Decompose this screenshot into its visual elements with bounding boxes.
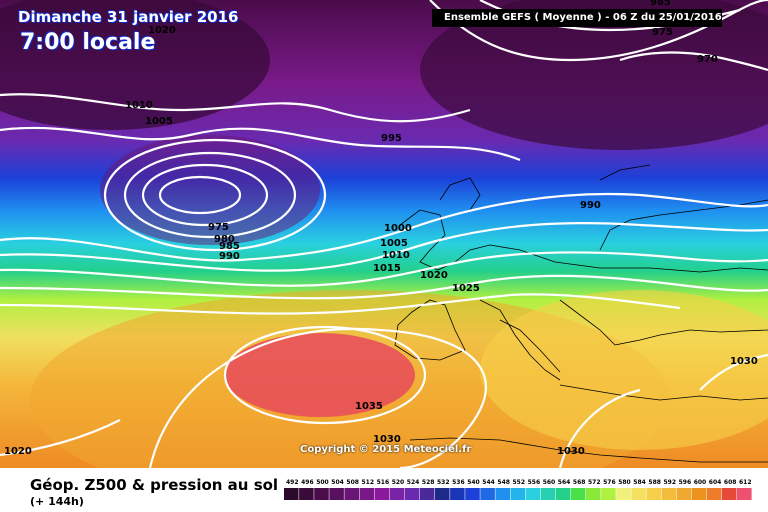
map-canvas: 1020 1010 1005 995 975 980 985 990 1000 … <box>0 0 768 468</box>
scale-label: 580 <box>618 479 631 486</box>
color-scale: 492 496 500 504 508 512 516 520 524 528 532 536 540 5… <box>284 479 752 500</box>
scale-label: 536 <box>452 479 465 486</box>
scale-swatch <box>465 488 480 500</box>
scale-swatch <box>661 488 677 500</box>
isobar-label: 995 <box>381 133 402 144</box>
chart-title: Géop. Z500 & pression au sol <box>30 476 279 494</box>
scale-swatch <box>314 488 329 500</box>
scale-label: 524 <box>407 479 420 486</box>
scale-swatch <box>374 488 390 500</box>
scale-label: 556 <box>528 479 541 486</box>
scale-label: 496 <box>301 479 314 486</box>
scale-label: 544 <box>482 479 495 486</box>
scale-label: 588 <box>648 479 661 486</box>
isobar-label: 1000 <box>384 223 412 234</box>
isobar-label: 1010 <box>382 250 410 261</box>
scale-swatch <box>525 488 541 500</box>
scale-label: 592 <box>664 479 677 486</box>
scale-label: 516 <box>377 479 390 486</box>
scale-swatch <box>586 488 601 500</box>
scale-label: 596 <box>679 479 692 486</box>
isobar-label: 980 <box>214 234 235 245</box>
scale-label: 564 <box>558 479 571 486</box>
isobar-label: 985 <box>219 241 240 252</box>
scale-swatch <box>631 488 646 500</box>
forecast-date: Dimanche 31 janvier 2016 <box>18 8 239 26</box>
scale-swatch <box>435 488 450 500</box>
scale-label: 504 <box>331 479 344 486</box>
isobar-label: 1020 <box>4 446 32 457</box>
isobar-label: 1025 <box>452 283 480 294</box>
scale-swatch <box>706 488 722 500</box>
scale-label: 560 <box>543 479 556 486</box>
scale-label: 528 <box>422 479 435 486</box>
scale-label: 612 <box>739 479 752 486</box>
scale-swatch <box>510 488 526 500</box>
isobar-label: 990 <box>219 251 240 262</box>
scale-swatch <box>419 488 435 500</box>
high-core <box>225 333 415 417</box>
scale-label: 608 <box>724 479 737 486</box>
isobar-label: 990 <box>580 200 601 211</box>
scale-label: 552 <box>513 479 526 486</box>
scale-swatch <box>721 488 737 500</box>
isobar-label: 1030 <box>730 356 758 367</box>
scale-label: 500 <box>316 479 329 486</box>
isobar-label: 1020 <box>420 270 448 281</box>
scale-label: 532 <box>437 479 450 486</box>
scale-label: 576 <box>603 479 616 486</box>
isobar-label: 1035 <box>355 401 383 412</box>
scale-swatch <box>570 488 586 500</box>
scale-swatch <box>737 488 752 500</box>
scale-swatch <box>480 488 495 500</box>
scale-swatch <box>555 488 571 500</box>
scale-swatch <box>329 488 344 500</box>
isobar-label: 1030 <box>373 434 401 445</box>
scale-swatch <box>691 488 707 500</box>
scale-swatch <box>404 488 420 500</box>
isobar-label: 970 <box>697 54 718 65</box>
scale-label: 492 <box>286 479 299 486</box>
forecast-time: 7:00 locale <box>20 30 156 55</box>
isobar-labels: 1020 1010 1005 995 975 980 985 990 1000 … <box>4 0 758 457</box>
isobar-label: 1005 <box>145 116 173 127</box>
scale-label: 520 <box>392 479 405 486</box>
scale-label: 568 <box>573 479 586 486</box>
isobar-label: 1015 <box>373 263 401 274</box>
scale-label: 540 <box>467 479 480 486</box>
scale-label: 584 <box>633 479 646 486</box>
isobar-label: 985 <box>650 0 671 8</box>
scale-label: 508 <box>346 479 359 486</box>
scale-swatch <box>450 488 465 500</box>
scale-swatch <box>601 488 616 500</box>
scale-swatch <box>344 488 359 500</box>
scale-swatch <box>616 488 631 500</box>
europe-coastline <box>394 164 768 463</box>
scale-label: 600 <box>694 479 707 486</box>
scale-swatch <box>676 488 692 500</box>
legend-footer: Géop. Z500 & pression au sol (+ 144h) 49… <box>0 468 768 512</box>
isobar-label: 1010 <box>125 100 153 111</box>
scale-swatch <box>646 488 661 500</box>
isobar-label: 975 <box>208 222 229 233</box>
scale-swatch <box>359 488 375 500</box>
scale-swatch <box>284 488 299 500</box>
run-info-banner: Ensemble GEFS ( Moyenne ) - 06 Z du 25/0… <box>432 9 722 27</box>
isobar-label: 1020 <box>148 25 176 36</box>
lead-time: (+ 144h) <box>30 495 84 508</box>
scale-swatch <box>495 488 510 500</box>
scale-swatch <box>389 488 405 500</box>
scale-label: 572 <box>588 479 601 486</box>
isobar-label: 975 <box>652 27 673 38</box>
scale-label: 548 <box>497 479 510 486</box>
copyright-notice: Copyright © 2015 Meteociel.fr <box>300 444 472 455</box>
isobar-label: 1005 <box>380 238 408 249</box>
scale-label: 604 <box>709 479 722 486</box>
isobar-label: 1030 <box>557 446 585 457</box>
scale-label: 512 <box>362 479 375 486</box>
scale-swatch <box>299 488 314 500</box>
scale-swatch <box>540 488 556 500</box>
